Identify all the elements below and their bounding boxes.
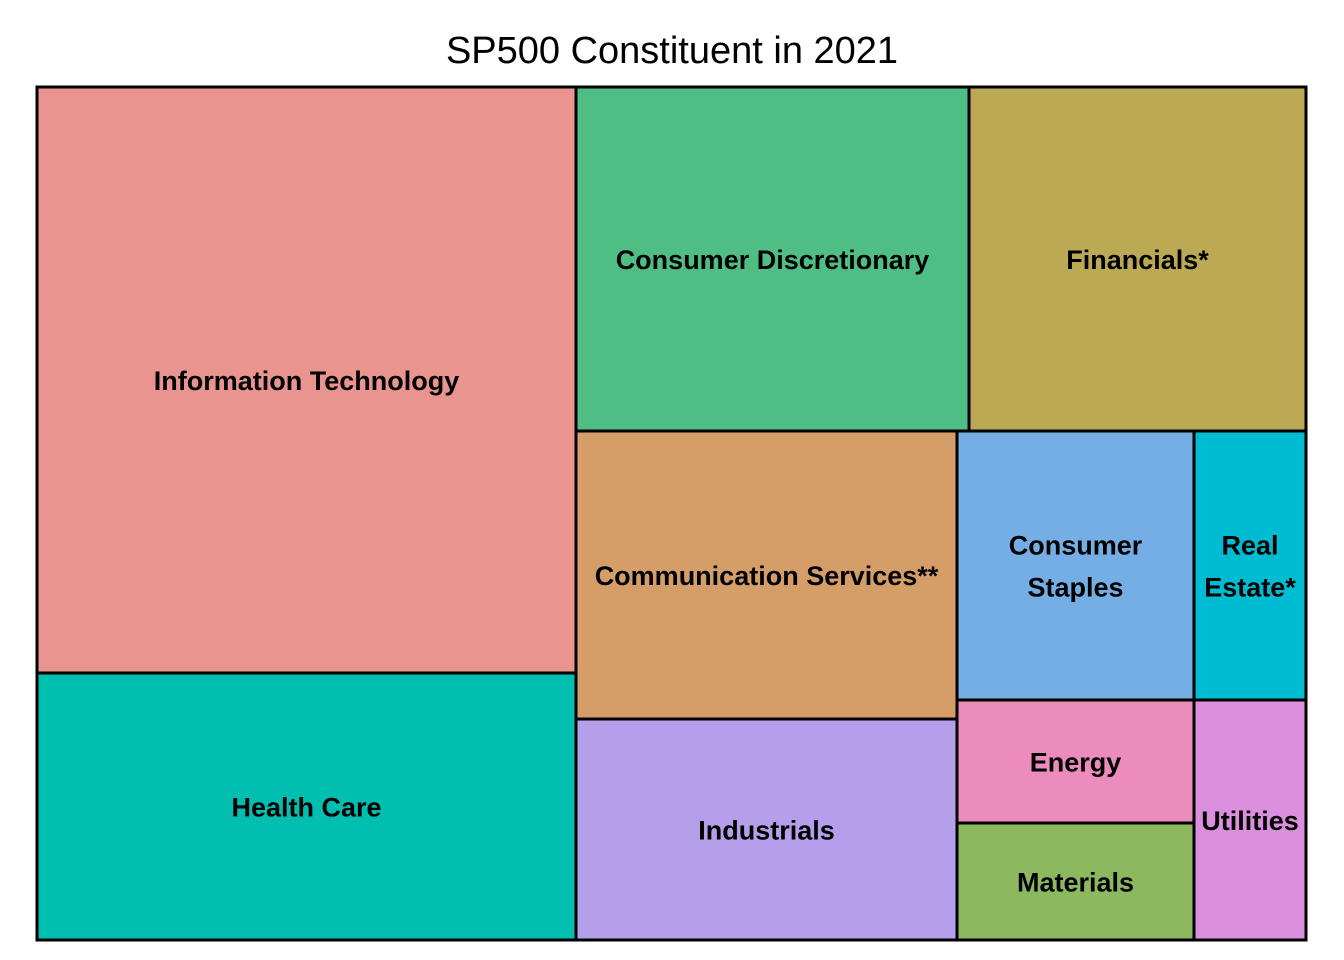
tile-label-materials: Materials — [1017, 868, 1134, 898]
tile-utilities: Utilities — [1192, 698, 1308, 942]
tile-rect-utilities — [1192, 698, 1308, 942]
tile-label-line: Estate* — [1204, 573, 1296, 603]
tile-label-line: Real — [1221, 531, 1278, 561]
tile-rect-materials — [955, 821, 1196, 942]
tile-energy: Energy — [955, 698, 1196, 825]
tile-rect-real-estate — [1192, 429, 1308, 702]
tile-label-utilities: Utilities — [1201, 806, 1299, 836]
tile-label-communication-services: Communication Services** — [595, 561, 939, 591]
tile-label-line: Health Care — [231, 793, 381, 823]
tile-communication-services: Communication Services** — [574, 429, 959, 721]
tile-rect-information-technology — [35, 85, 578, 675]
tile-label-financials: Financials* — [1066, 245, 1209, 275]
tile-label-line: Utilities — [1201, 806, 1299, 836]
tile-label-consumer-discretionary: Consumer Discretionary — [616, 245, 930, 275]
tile-label-information-technology: Information Technology — [154, 366, 460, 396]
tile-label-line: Consumer — [1009, 531, 1143, 561]
tile-label-line: Financials* — [1066, 245, 1209, 275]
tile-materials: Materials — [955, 821, 1196, 942]
tile-rect-consumer-discretionary — [574, 85, 971, 433]
tile-industrials: Industrials — [574, 717, 959, 942]
tile-label-line: Materials — [1017, 868, 1134, 898]
tile-label-line: Industrials — [698, 816, 835, 846]
tile-real-estate: Real Estate* — [1192, 429, 1308, 702]
tile-label-real-estate: Real Estate* — [1204, 531, 1296, 603]
tile-information-technology: Information Technology — [35, 85, 578, 675]
tile-label-line: Staples — [1027, 573, 1123, 603]
tile-label-line: Consumer Discretionary — [616, 245, 930, 275]
tile-label-line: Information Technology — [154, 366, 460, 396]
tile-rect-health-care — [35, 671, 578, 942]
tile-consumer-discretionary: Consumer Discretionary — [574, 85, 971, 433]
tile-rect-industrials — [574, 717, 959, 942]
tile-label-industrials: Industrials — [698, 816, 835, 846]
tile-label-line: Energy — [1030, 748, 1122, 778]
tile-financials: Financials* — [967, 85, 1308, 433]
tile-rect-financials — [967, 85, 1308, 433]
tile-label-line: Communication Services** — [595, 561, 939, 591]
tile-health-care: Health Care — [35, 671, 578, 942]
chart-title: SP500 Constituent in 2021 — [445, 30, 899, 72]
tile-label-energy: Energy — [1030, 748, 1122, 778]
tile-consumer-staples: Consumer Staples — [955, 429, 1196, 702]
tile-label-health-care: Health Care — [231, 793, 381, 823]
tile-rect-consumer-staples — [955, 429, 1196, 702]
tile-label-consumer-staples: Consumer Staples — [1009, 531, 1143, 603]
